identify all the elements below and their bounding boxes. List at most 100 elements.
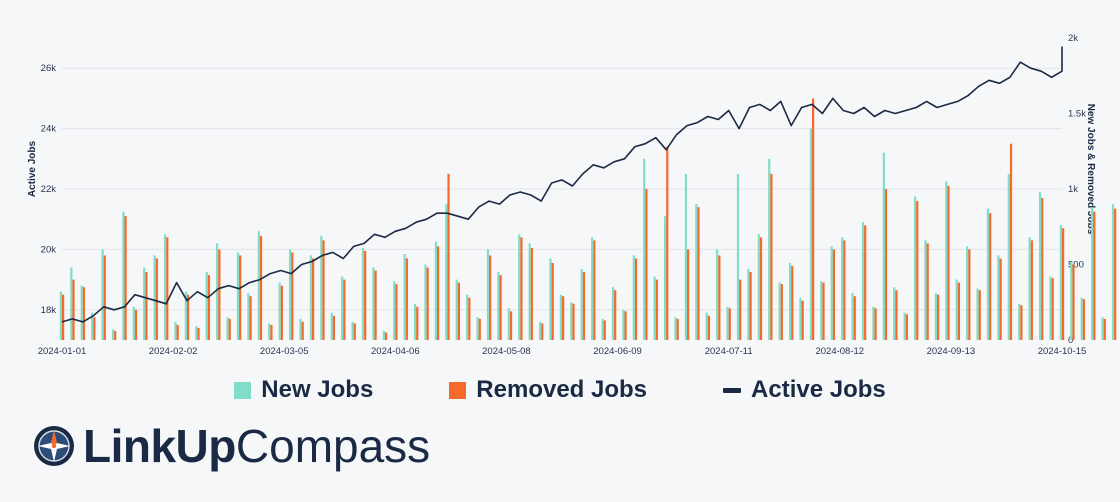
bar-removed-jobs xyxy=(687,249,690,340)
bar-removed-jobs xyxy=(134,309,138,340)
bar-new-jobs xyxy=(1059,225,1062,340)
bar-new-jobs xyxy=(778,282,781,340)
bar-new-jobs xyxy=(611,287,615,340)
bar-removed-jobs xyxy=(582,272,586,340)
bar-new-jobs xyxy=(413,303,417,340)
bar-removed-jobs xyxy=(884,189,888,340)
bar-new-jobs xyxy=(695,204,698,340)
jobs-chart: 18k 20k 22k 24k 26k 0 500 1k 1.5k 2k 2024-01-01 202… xyxy=(27,33,1117,357)
bar-removed-jobs xyxy=(520,237,523,340)
bar-removed-jobs xyxy=(197,327,200,340)
bar-removed-jobs xyxy=(572,303,575,340)
bar-new-jobs xyxy=(122,211,125,340)
bar-new-jobs xyxy=(622,309,625,340)
bar-removed-jobs xyxy=(916,201,919,340)
bar-removed-jobs xyxy=(155,258,158,340)
left-tick-label: 18k xyxy=(41,305,57,316)
bar-new-jobs xyxy=(591,237,594,340)
bar-removed-jobs xyxy=(593,240,596,340)
bar-removed-jobs xyxy=(301,321,304,340)
right-tick-label: 1.5k xyxy=(1068,109,1086,120)
bar-removed-jobs xyxy=(82,287,86,340)
bar-removed-jobs xyxy=(1009,143,1013,340)
legend-item-active-jobs[interactable]: Active Jobs xyxy=(723,376,886,404)
bar-removed-jobs xyxy=(728,308,731,340)
bar-new-jobs xyxy=(101,249,104,340)
legend-item-removed-jobs[interactable]: Removed Jobs xyxy=(449,376,647,404)
bar-removed-jobs xyxy=(395,284,398,340)
bar-removed-jobs xyxy=(666,146,669,340)
bar-removed-jobs xyxy=(176,324,179,340)
bar-removed-jobs xyxy=(1041,198,1044,340)
bar-removed-jobs xyxy=(322,240,325,340)
bar-removed-jobs xyxy=(103,255,106,340)
bar-removed-jobs xyxy=(770,173,773,340)
bar-removed-jobs xyxy=(93,317,96,340)
legend-label-active-jobs: Active Jobs xyxy=(751,376,886,403)
bar-removed-jobs xyxy=(874,308,877,340)
bar-new-jobs xyxy=(476,317,479,340)
bar-new-jobs xyxy=(445,204,448,340)
bar-new-jobs xyxy=(70,267,73,340)
removed-jobs-swatch xyxy=(449,381,467,399)
x-tick-label: 2024-09-13 xyxy=(927,346,976,357)
bar-new-jobs xyxy=(195,326,198,340)
bar-new-jobs xyxy=(830,246,833,340)
bar-removed-jobs xyxy=(947,185,950,340)
bar-new-jobs xyxy=(247,293,250,340)
bar-removed-jobs xyxy=(1020,305,1023,340)
x-tick-label: 2024-02-02 xyxy=(149,346,198,357)
bar-removed-jobs xyxy=(405,258,408,340)
bar-new-jobs xyxy=(528,243,531,340)
bar-removed-jobs xyxy=(530,247,533,340)
bar-new-jobs xyxy=(341,276,344,340)
bar-new-jobs xyxy=(882,152,885,340)
bar-removed-jobs xyxy=(832,249,836,340)
bar-new-jobs xyxy=(320,235,323,340)
bar-new-jobs xyxy=(257,231,260,340)
x-tick-label: 2024-08-12 xyxy=(815,346,864,357)
bar-removed-jobs xyxy=(645,189,648,340)
bar-new-jobs xyxy=(288,249,292,340)
chart-svg: 18k 20k 22k 24k 26k 0 500 1k 1.5k 2k 2024-01-01 202… xyxy=(27,33,1117,357)
bar-new-jobs xyxy=(643,158,646,340)
bar-new-jobs xyxy=(309,255,312,340)
bar-new-jobs xyxy=(1101,317,1104,340)
bar-new-jobs xyxy=(976,288,979,340)
bar-removed-jobs xyxy=(999,258,1002,340)
bar-new-jobs xyxy=(507,308,510,340)
bar-new-jobs xyxy=(716,249,719,340)
bar-new-jobs xyxy=(768,158,771,340)
legend-label-new-jobs: New Jobs xyxy=(261,376,374,403)
right-tick-label: 2k xyxy=(1068,33,1078,44)
bar-new-jobs xyxy=(820,281,823,340)
bar-new-jobs xyxy=(1028,237,1031,340)
legend-item-new-jobs[interactable]: New Jobs xyxy=(234,376,373,404)
bar-removed-jobs xyxy=(1072,264,1075,340)
bar-removed-jobs xyxy=(1103,318,1106,340)
bar-new-jobs xyxy=(747,269,750,340)
bar-new-jobs xyxy=(403,253,406,340)
bar-new-jobs xyxy=(799,297,802,340)
bar-removed-jobs xyxy=(718,255,721,340)
bar-new-jobs xyxy=(997,255,1000,340)
bar-new-jobs xyxy=(663,216,667,340)
bar-new-jobs xyxy=(1070,261,1073,340)
bar-new-jobs xyxy=(893,287,896,340)
bar-removed-jobs xyxy=(1062,228,1065,340)
bar-removed-jobs xyxy=(187,294,190,340)
bar-removed-jobs xyxy=(957,282,961,340)
bar-new-jobs xyxy=(955,279,958,340)
bar-removed-jobs xyxy=(749,272,752,340)
bar-new-jobs xyxy=(330,312,333,340)
bar-new-jobs xyxy=(570,302,573,340)
bar-removed-jobs xyxy=(562,296,565,340)
bar-removed-jobs xyxy=(551,262,554,340)
bar-removed-jobs xyxy=(468,297,471,340)
left-tick-label: 20k xyxy=(41,244,57,255)
x-tick-label: 2024-07-11 xyxy=(705,346,753,357)
left-axis-title: Active Jobs xyxy=(27,140,38,197)
bar-removed-jobs xyxy=(207,275,211,340)
bar-removed-jobs xyxy=(978,290,981,340)
bar-new-jobs xyxy=(351,321,354,340)
